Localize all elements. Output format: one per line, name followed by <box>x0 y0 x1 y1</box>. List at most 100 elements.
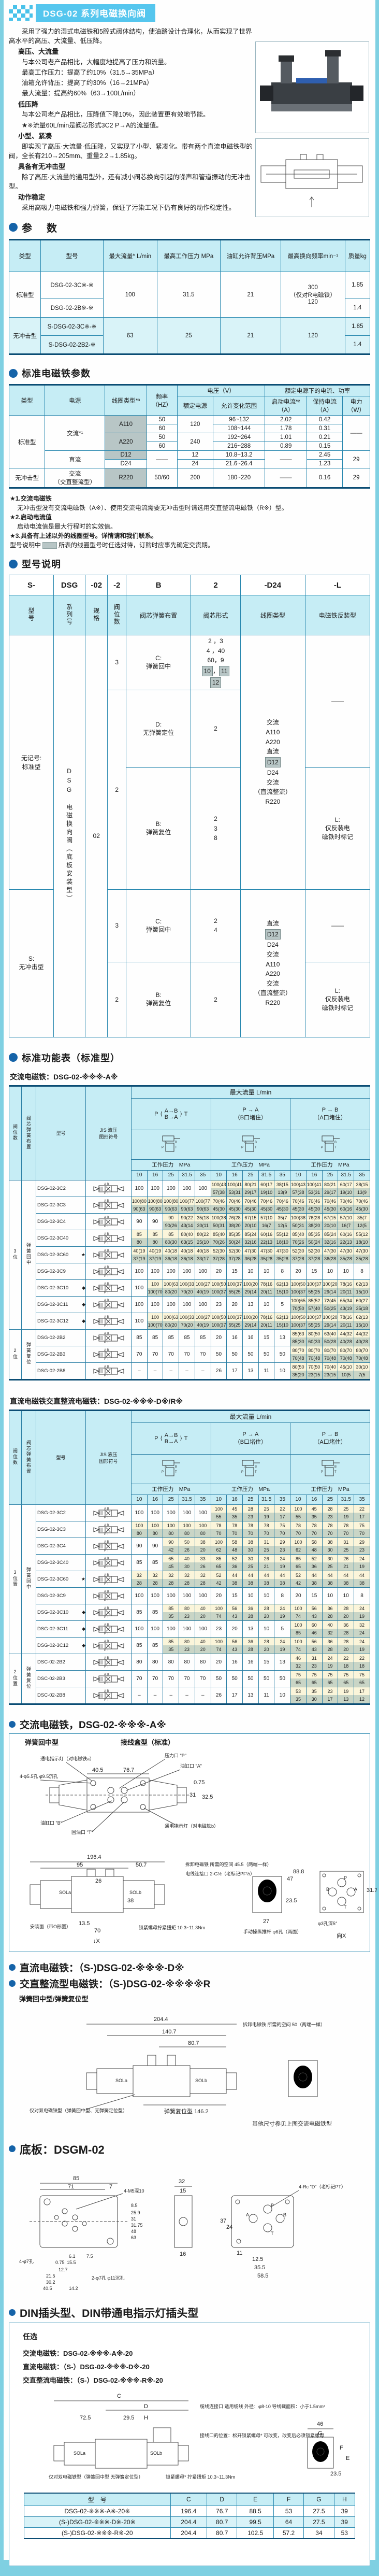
params-header: 型号 <box>40 239 104 272</box>
flow-cell: 100 <box>135 1268 144 1274</box>
dcdim-heading2: 交直整流型电磁铁：（S-)DSG-02-※※※※R <box>9 1976 370 1990</box>
flow-cell: 22 18 <box>354 1654 370 1670</box>
flow-cell: 15 <box>264 1334 270 1341</box>
flow-top: 85(35 <box>227 1230 243 1239</box>
flow-top: 80(70 <box>290 1346 306 1355</box>
table-cell: 216~288 <box>212 442 266 451</box>
table-cell: 12 <box>177 450 213 460</box>
value-cell: 63(40 50(28 <box>322 1329 339 1346</box>
flow-cell: 38(15 13(9 <box>274 1180 290 1197</box>
flow-bottom: 42 <box>163 1546 179 1554</box>
svg-text:P: P <box>162 1146 164 1149</box>
flow-bottom: 28 <box>163 1579 179 1587</box>
table-cell: 108~144 <box>212 424 266 433</box>
value-cell: 100(37 55(25 <box>226 1312 243 1330</box>
value-cell: 38 30 <box>322 1537 339 1555</box>
svg-text:P T: P T <box>104 1325 109 1327</box>
flow-bottom: 63(15 <box>179 1238 195 1246</box>
label-connpos: 接线口的位置：松开锁紧螺母* 可改变，改变后必须锁紧螺母 <box>200 2432 324 2438</box>
flow-top: 100(20 <box>243 1279 258 1288</box>
flow-bottom: 19 <box>354 1562 370 1571</box>
value-cell: 100 <box>194 1587 211 1604</box>
flow-cell: 52(30 37(28 <box>290 1246 306 1263</box>
value-cell: 70 <box>163 1345 180 1363</box>
pos-cell: 2 <box>107 689 127 890</box>
flow-cell: 85(63 85(30 <box>290 1329 306 1346</box>
value-cell: 36 28 <box>322 1603 339 1621</box>
svg-text:A: A <box>244 1465 246 1469</box>
flow-top: 35(7 <box>274 1213 290 1222</box>
flow-top: 40 <box>179 1554 195 1563</box>
value-cell: 90 <box>131 1537 148 1555</box>
svg-text:T: T <box>255 1471 257 1474</box>
flow-bottom: 60(33 <box>306 1337 322 1346</box>
flow-bottom: 15(10 <box>274 1288 290 1296</box>
table-row: 额定电源 允许变化范围 启动电流*² （A） 保持电流 （A） 电力 （W） <box>9 396 370 416</box>
flow-bottom: 36 <box>227 1562 243 1571</box>
flow-cell: 85 <box>152 1609 158 1615</box>
flow-cell: 35 30 <box>306 1687 322 1703</box>
svg-text:T: T <box>175 1471 177 1474</box>
value-cell: 10 <box>322 1262 339 1280</box>
flow-bottom: 32 <box>290 1662 306 1670</box>
flow-top: 100 <box>163 1521 179 1530</box>
flow-cell: 100 <box>151 1268 159 1274</box>
value-cell: 10 <box>322 1587 339 1604</box>
value-cell: 100(20 29(14 <box>322 1279 339 1297</box>
flow-cell: 15 <box>231 1268 238 1274</box>
mark-icon: ◆ <box>82 1609 85 1615</box>
flow-top: 78(16 <box>258 1313 274 1321</box>
ac-table-label: 交流电磁铁：DSG-02-※※※-A※ <box>10 1072 118 1081</box>
pos-cell: 3 <box>107 635 127 690</box>
flow-top: 70(46 <box>258 1197 274 1205</box>
dim-8-5: 8.5 <box>131 2203 138 2208</box>
flow-cell: 30(10 7(5 <box>354 1362 370 1379</box>
footnote-head: ★2.启动电流值 <box>10 514 52 521</box>
dim-23-5: 23.5 <box>286 1898 297 1904</box>
value-cell: 80 <box>163 1653 180 1671</box>
dim-63: 63 <box>131 2235 136 2240</box>
jis-symbol: A BP T <box>93 1233 124 1245</box>
svg-text:A B: A B <box>104 1524 109 1527</box>
value-cell: 31 25 <box>338 1537 355 1555</box>
svg-text:A B: A B <box>104 1574 109 1577</box>
value-cell: 44 38 <box>258 1570 275 1588</box>
flow-bottom: 20 <box>338 1612 354 1620</box>
value-cell: 100 <box>131 1587 148 1604</box>
jis-symbol: A BP T <box>93 1541 124 1553</box>
value-cell: 28 23 <box>322 1504 339 1521</box>
flow-cell: 11 <box>264 1692 269 1698</box>
table-cell: 60 <box>146 424 178 433</box>
dim-7: 7 <box>109 2184 112 2190</box>
dim-30-2: 30.2 <box>46 2280 55 2285</box>
flow-top: 44(32 <box>338 1329 354 1338</box>
flow-cell: 40 32 <box>322 1620 338 1637</box>
dim-G: G <box>318 2430 323 2437</box>
flow-top: 76(28 <box>227 1213 243 1222</box>
spec-cell: 02 <box>85 635 108 1037</box>
svg-text:P T: P T <box>104 1192 109 1194</box>
value-cell: 8 <box>354 1262 370 1280</box>
flow-bottom: 19(10 <box>258 1188 274 1197</box>
dim-31-75: 31.75 <box>367 1887 377 1894</box>
flow-top: 24 <box>274 1604 290 1613</box>
flow-top: 52 <box>290 1571 306 1579</box>
value-cell: 38 30 <box>242 1537 259 1555</box>
flow-top: 70(46 <box>338 1197 354 1205</box>
flow-cell: 100(77 90(63 <box>179 1197 195 1213</box>
flow-cell: 70 <box>184 1675 190 1682</box>
dim-cell: 53 <box>333 2527 356 2539</box>
flow-bottom: 80(30 <box>163 1238 179 1246</box>
value-cell: 31 25 <box>258 1537 275 1555</box>
value-cell: 60 46 <box>305 1620 323 1638</box>
flow-top: 53 <box>290 1687 306 1696</box>
value-cell: 47(30 35(28 <box>354 1246 370 1263</box>
value-cell: 90 42 <box>163 1537 180 1555</box>
code-segment: -L <box>304 575 371 595</box>
option-line: R220 <box>265 999 281 1007</box>
